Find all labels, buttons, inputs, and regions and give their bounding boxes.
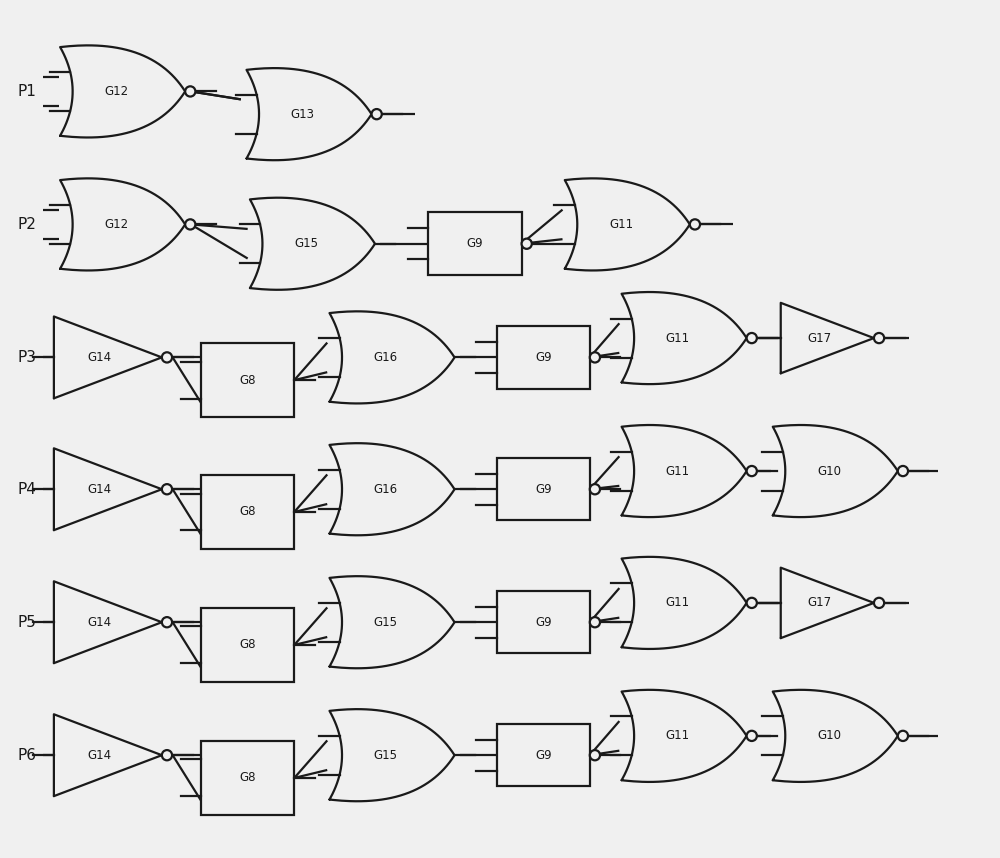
Text: G8: G8 (239, 373, 256, 387)
Text: G15: G15 (374, 749, 398, 762)
Bar (201, 608, 294, 682)
Text: G16: G16 (374, 483, 398, 496)
Text: G10: G10 (817, 729, 841, 742)
Text: G15: G15 (294, 237, 318, 251)
Text: G14: G14 (87, 749, 111, 762)
Text: G11: G11 (666, 331, 690, 345)
Circle shape (185, 220, 195, 230)
Circle shape (162, 484, 172, 494)
Text: G14: G14 (87, 483, 111, 496)
Text: G11: G11 (666, 729, 690, 742)
Text: P2: P2 (17, 217, 36, 232)
Circle shape (522, 239, 532, 249)
Text: P4: P4 (17, 481, 36, 497)
Circle shape (162, 750, 172, 760)
Text: G9: G9 (467, 237, 483, 251)
Bar (201, 343, 294, 417)
Circle shape (372, 109, 382, 119)
Bar (497, 326, 590, 389)
Bar (497, 591, 590, 654)
Text: G17: G17 (808, 331, 832, 345)
Text: G13: G13 (291, 107, 315, 121)
Circle shape (747, 731, 757, 741)
Text: G14: G14 (87, 616, 111, 629)
Text: P6: P6 (17, 747, 36, 763)
Text: G16: G16 (374, 351, 398, 364)
Bar (201, 475, 294, 549)
Bar (201, 741, 294, 815)
Text: G9: G9 (535, 616, 552, 629)
Text: G10: G10 (817, 464, 841, 478)
Circle shape (747, 466, 757, 476)
Text: G11: G11 (666, 464, 690, 478)
Text: G12: G12 (104, 218, 128, 231)
Bar (497, 724, 590, 787)
Text: G11: G11 (609, 218, 633, 231)
Circle shape (747, 598, 757, 608)
Bar (428, 213, 522, 275)
Text: G8: G8 (239, 505, 256, 518)
Text: P5: P5 (17, 614, 36, 630)
Circle shape (898, 466, 908, 476)
Bar (497, 458, 590, 521)
Text: G14: G14 (87, 351, 111, 364)
Circle shape (874, 598, 884, 608)
Circle shape (590, 353, 600, 363)
Text: G8: G8 (239, 771, 256, 784)
Text: G17: G17 (808, 596, 832, 609)
Circle shape (162, 617, 172, 627)
Circle shape (898, 731, 908, 741)
Text: P1: P1 (17, 84, 36, 99)
Circle shape (747, 333, 757, 343)
Text: G12: G12 (104, 85, 128, 98)
Text: P3: P3 (17, 350, 36, 365)
Circle shape (590, 484, 600, 494)
Text: G9: G9 (535, 749, 552, 762)
Circle shape (162, 353, 172, 363)
Text: G9: G9 (535, 483, 552, 496)
Circle shape (590, 750, 600, 760)
Text: G8: G8 (239, 638, 256, 651)
Circle shape (874, 333, 884, 343)
Circle shape (590, 617, 600, 627)
Text: G15: G15 (374, 616, 398, 629)
Text: G11: G11 (666, 596, 690, 609)
Text: G9: G9 (535, 351, 552, 364)
Circle shape (185, 87, 195, 97)
Circle shape (690, 220, 700, 230)
